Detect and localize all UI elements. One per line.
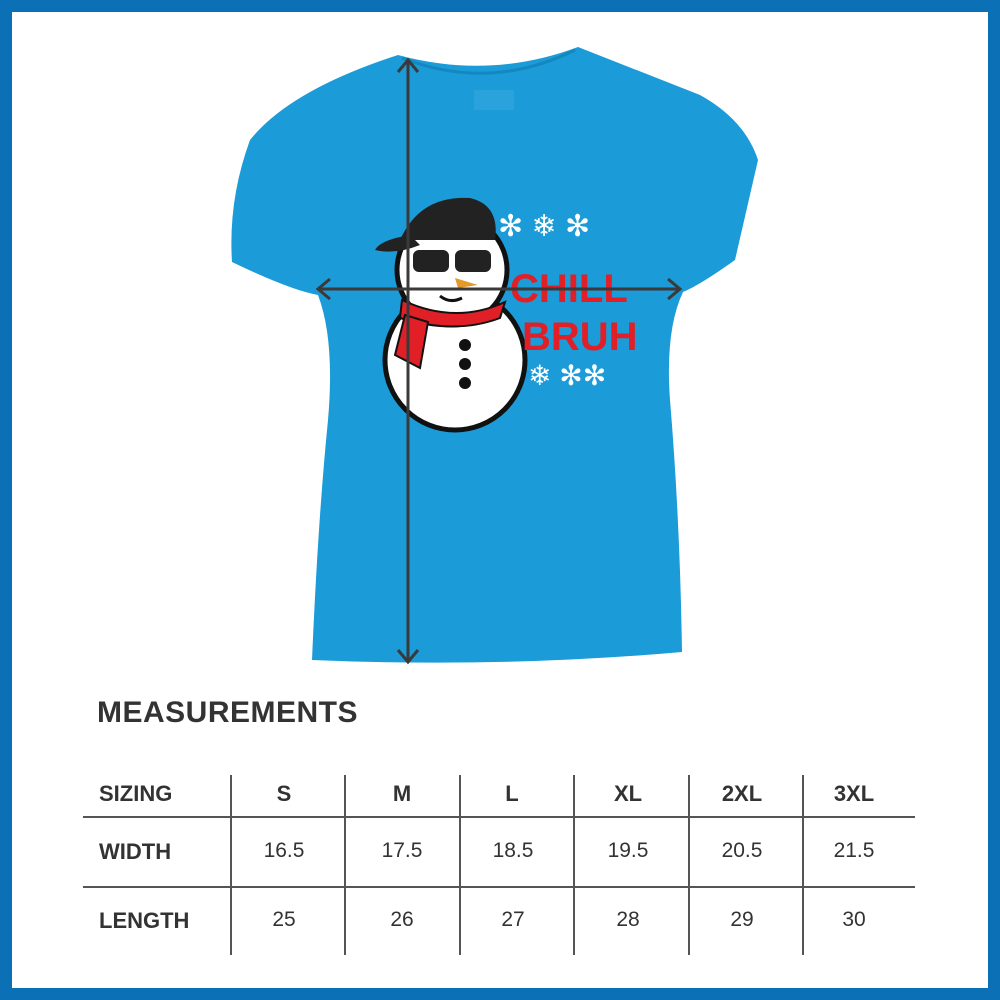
- snowflake-icon: ❄ ✻✻: [528, 360, 606, 391]
- width-value: 20.5: [721, 839, 763, 862]
- column-divider: [459, 775, 461, 955]
- row-label-length: LENGTH: [99, 908, 190, 933]
- length-value: 25: [272, 908, 296, 931]
- width-value: 17.5: [381, 839, 423, 862]
- measurement-arrows: [315, 57, 683, 665]
- width-value: 21.5: [833, 839, 875, 862]
- collar: [401, 48, 576, 75]
- snowflake-icon: ✻ ❄ ✻: [498, 210, 590, 243]
- column-divider: [230, 775, 232, 955]
- size-header: XL: [613, 781, 643, 806]
- length-value: 27: [501, 908, 525, 931]
- width-value: 16.5: [263, 839, 305, 862]
- measurements-title: MEASUREMENTS: [97, 696, 359, 729]
- row-label-width: WIDTH: [99, 839, 172, 864]
- length-value: 30: [842, 908, 866, 931]
- tag-label: [474, 90, 514, 110]
- table-divider: [83, 886, 915, 888]
- snowman-graphic: CHILL BRUH ✻ ❄ ✻ ❄ ✻✻: [375, 197, 638, 433]
- width-value: 19.5: [607, 839, 649, 862]
- size-header: 3XL: [833, 781, 875, 806]
- column-divider: [688, 775, 690, 955]
- size-header: M: [392, 781, 412, 806]
- size-header: 2XL: [721, 781, 763, 806]
- design-text-bruh: BRUH: [522, 315, 638, 359]
- column-divider: [344, 775, 346, 955]
- table-divider: [83, 816, 915, 818]
- length-value: 26: [390, 908, 414, 931]
- column-divider: [573, 775, 575, 955]
- length-value: 29: [730, 908, 754, 931]
- tshirt-image: CHILL BRUH ✻ ❄ ✻ ❄ ✻✻: [231, 47, 758, 665]
- length-value: 28: [616, 908, 640, 931]
- header-label: SIZING: [99, 781, 173, 806]
- width-value: 18.5: [492, 839, 534, 862]
- column-divider: [802, 775, 804, 955]
- size-header: L: [505, 781, 519, 806]
- size-header: S: [276, 781, 292, 806]
